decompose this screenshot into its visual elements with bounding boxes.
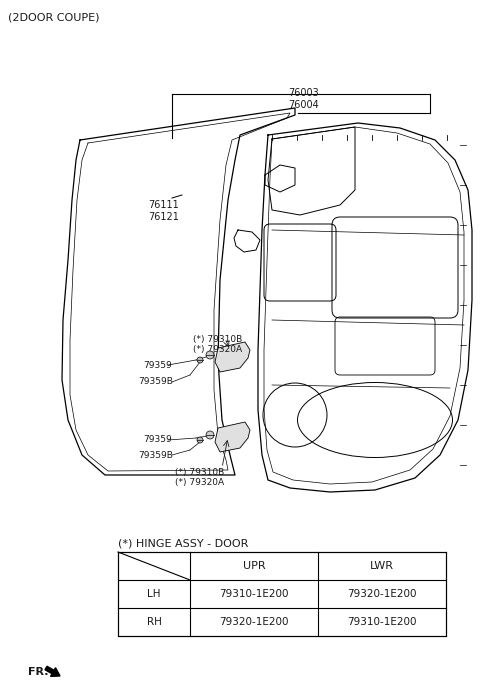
Text: LH: LH (147, 589, 161, 599)
Text: 79320-1E200: 79320-1E200 (219, 617, 289, 627)
Text: 79320-1E200: 79320-1E200 (347, 589, 417, 599)
Text: (2DOOR COUPE): (2DOOR COUPE) (8, 13, 99, 23)
Circle shape (197, 437, 203, 443)
Text: 79310-1E200: 79310-1E200 (347, 617, 417, 627)
Text: (*) HINGE ASSY - DOOR: (*) HINGE ASSY - DOOR (118, 538, 248, 548)
Text: RH: RH (146, 617, 161, 627)
Text: 79310-1E200: 79310-1E200 (219, 589, 289, 599)
Text: FR.: FR. (28, 667, 48, 677)
Text: (*) 79310B
(*) 79320A: (*) 79310B (*) 79320A (175, 468, 224, 487)
Circle shape (206, 431, 214, 439)
Text: 79359: 79359 (143, 361, 172, 370)
Polygon shape (215, 342, 250, 372)
Text: LWR: LWR (370, 561, 394, 571)
Circle shape (206, 351, 214, 359)
FancyArrow shape (45, 667, 60, 676)
Bar (118, 552, 446, 636)
Text: 76003
76004: 76003 76004 (288, 88, 319, 110)
Text: (*) 79310B
(*) 79320A: (*) 79310B (*) 79320A (193, 335, 242, 354)
Text: 76111
76121: 76111 76121 (148, 200, 179, 222)
Polygon shape (215, 422, 250, 452)
Circle shape (197, 357, 203, 363)
Text: UPR: UPR (243, 561, 265, 571)
Text: 79359: 79359 (143, 436, 172, 445)
Text: 79359B: 79359B (138, 377, 173, 386)
Text: 79359B: 79359B (138, 450, 173, 459)
